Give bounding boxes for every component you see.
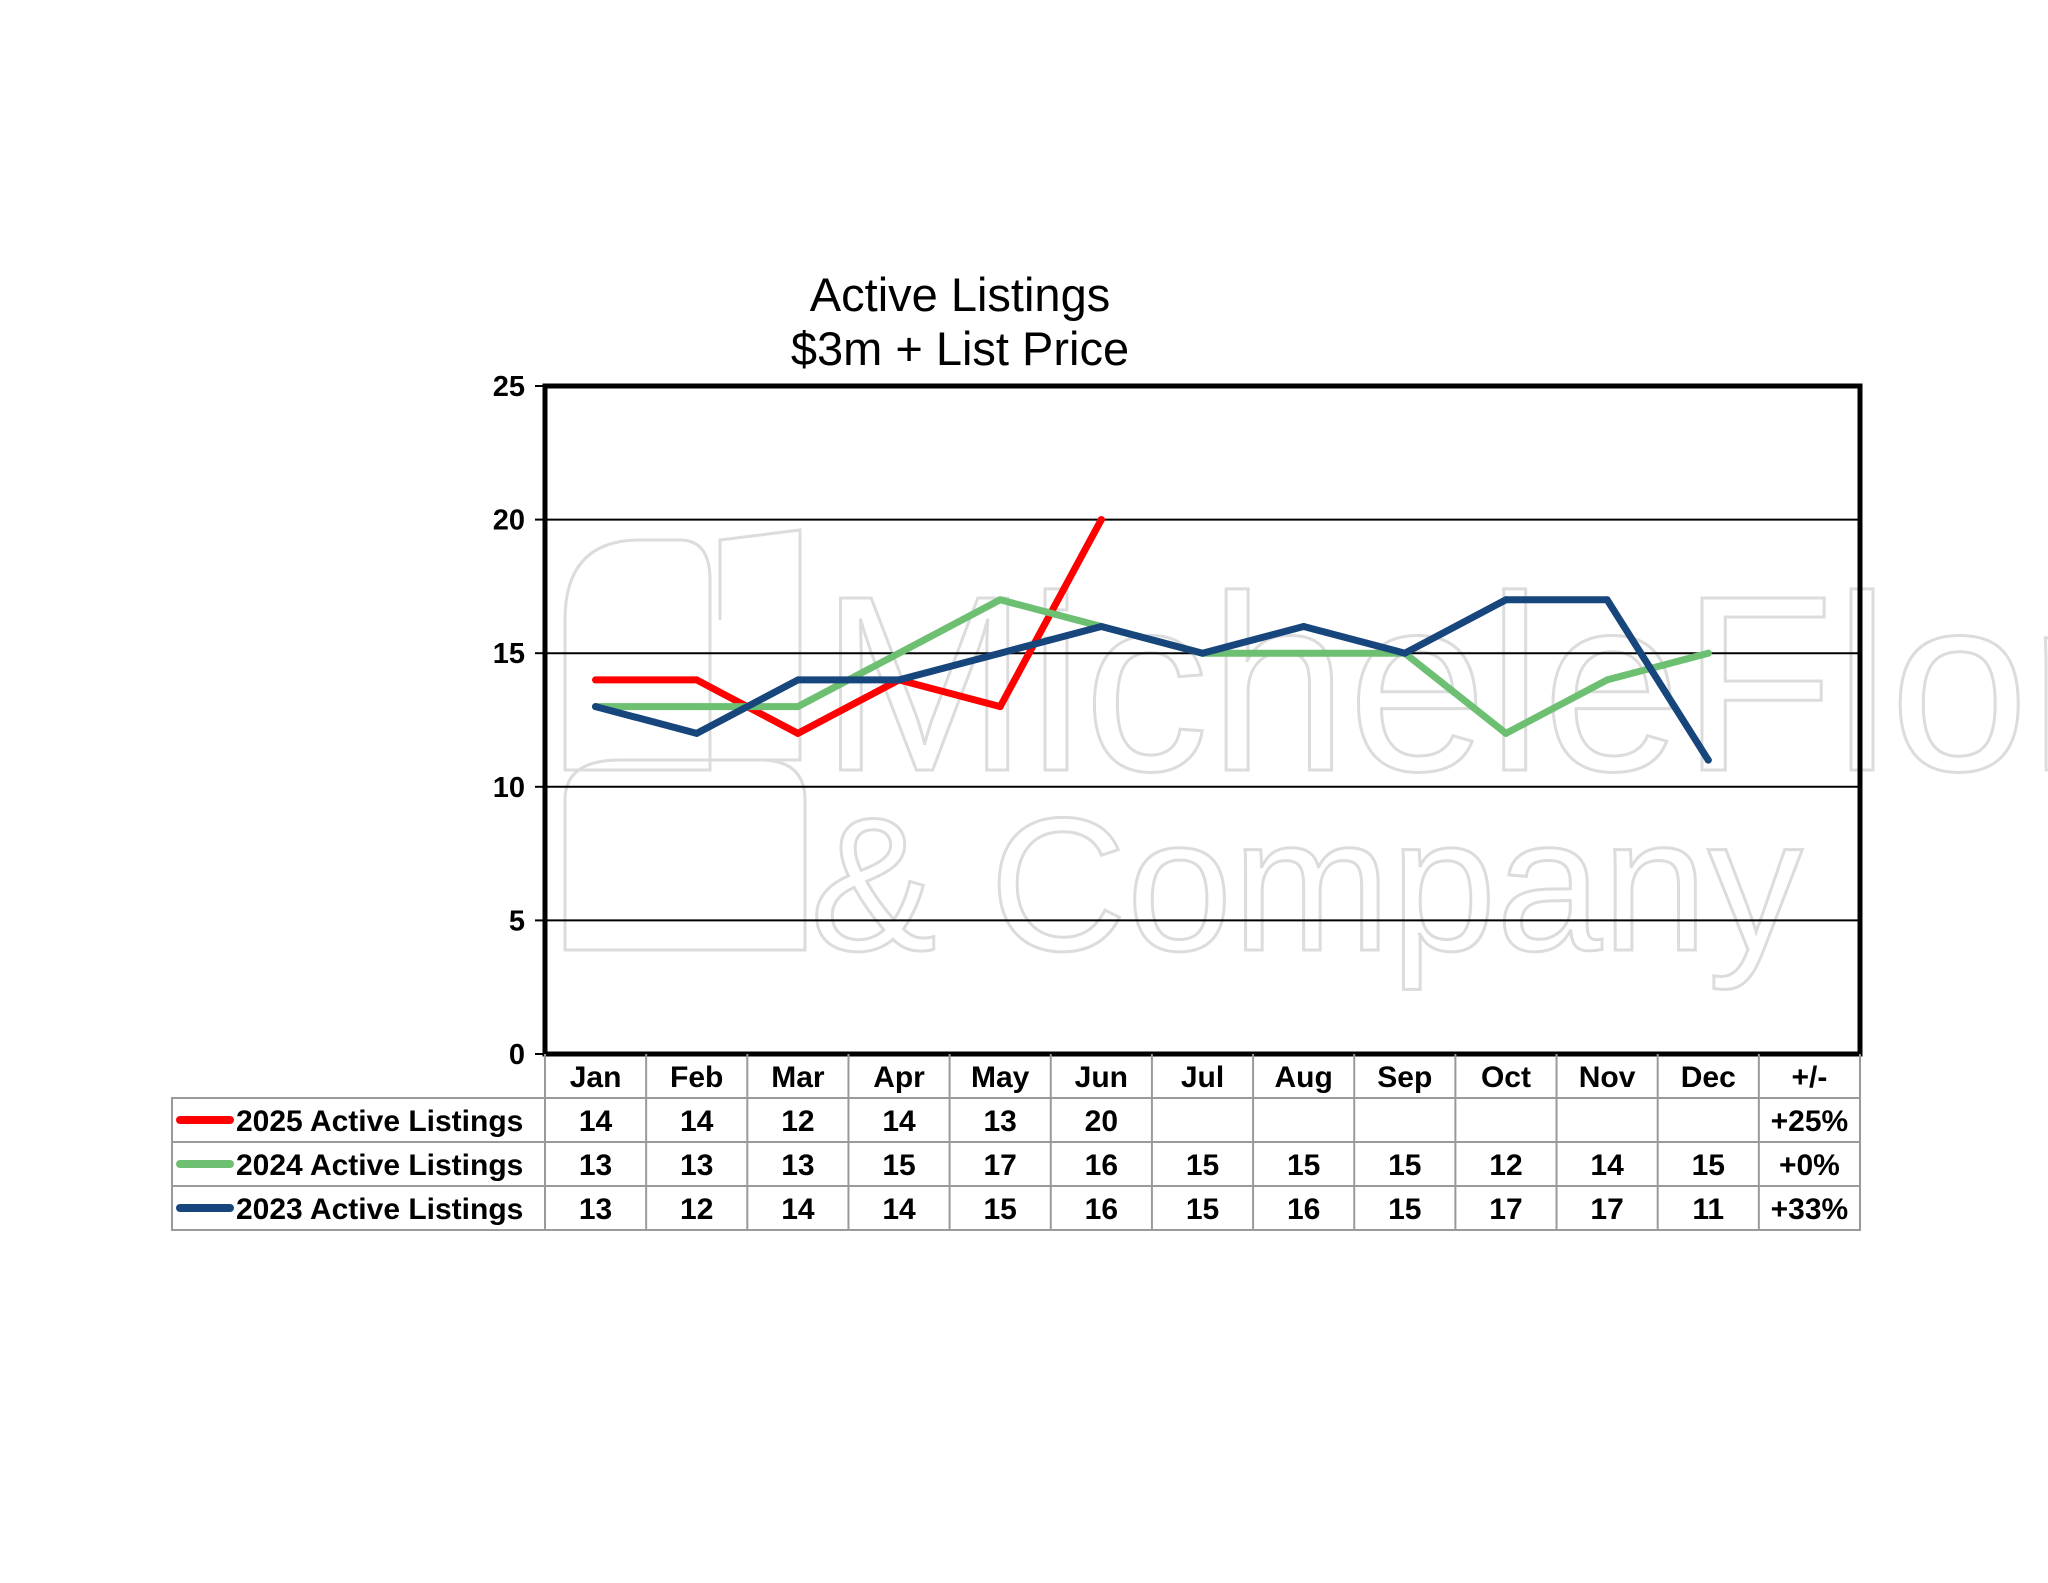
data-point [996, 596, 1004, 604]
data-point [1502, 729, 1510, 737]
x-tick-label: Apr [873, 1061, 925, 1094]
data-label: 14 [1590, 1149, 1624, 1182]
x-tick-label: Feb [670, 1061, 723, 1094]
data-point [895, 676, 903, 684]
data-label: 15 [1388, 1193, 1421, 1226]
data-point [895, 649, 903, 657]
change-value: +33% [1771, 1193, 1849, 1226]
series-3 [592, 596, 1712, 764]
data-point [794, 676, 802, 684]
data-point [1704, 756, 1712, 764]
data-table: Jan Feb Mar Apr May Jun Jul Aug Sep Oct Nov Dec +/- 2… [171, 1054, 1861, 1231]
y-tick-label: 25 [493, 371, 525, 403]
y-tick-label: 15 [493, 638, 525, 670]
data-label: 13 [781, 1149, 814, 1182]
data-label: 14 [680, 1105, 714, 1138]
data-label: 17 [1489, 1193, 1522, 1226]
data-point [693, 703, 701, 711]
data-point [1097, 516, 1105, 524]
data-label: 12 [1489, 1149, 1522, 1182]
data-point [592, 703, 600, 711]
data-label: 13 [984, 1105, 1017, 1138]
data-point [693, 676, 701, 684]
data-point [1300, 649, 1308, 657]
data-point [996, 703, 1004, 711]
legend-label: 2024 Active Listings [236, 1149, 523, 1182]
chart-title: Active Listings $3m + List Price [760, 268, 1160, 376]
data-label: 15 [1388, 1149, 1421, 1182]
x-tick-label: Jul [1181, 1061, 1224, 1094]
y-tick-label: 0 [509, 1039, 525, 1071]
change-value: +0% [1779, 1149, 1840, 1182]
watermark-text: & Company [810, 779, 1803, 991]
legend-label: 2025 Active Listings [236, 1105, 523, 1138]
x-tick-label: Sep [1377, 1061, 1432, 1094]
data-label: 15 [1186, 1149, 1219, 1182]
x-tick-label: Jun [1075, 1061, 1128, 1094]
data-point [1603, 676, 1611, 684]
data-point [794, 729, 802, 737]
table-row [171, 1185, 1861, 1231]
x-tick-label: Dec [1681, 1061, 1736, 1094]
x-tick-label: Jan [570, 1061, 622, 1094]
series-line [592, 596, 1712, 764]
series-lines [592, 516, 1712, 764]
data-label: 15 [1287, 1149, 1320, 1182]
data-point [1097, 622, 1105, 630]
data-label: 11 [1692, 1193, 1724, 1226]
y-axis: 0 5 10 15 20 25 [493, 371, 545, 1071]
data-label: 17 [1590, 1193, 1623, 1226]
x-tick-label: Nov [1579, 1061, 1636, 1094]
data-label: 16 [1085, 1149, 1118, 1182]
y-tick-label: 10 [493, 772, 525, 804]
x-tick-label: Mar [771, 1061, 825, 1094]
change-value: +25% [1771, 1105, 1849, 1138]
plot-frame [542, 383, 1863, 1057]
data-label: 16 [1085, 1193, 1118, 1226]
data-point [794, 703, 802, 711]
watermark-logo-icon [563, 528, 802, 772]
data-label: 15 [882, 1149, 915, 1182]
watermark-logo-icon [563, 758, 807, 952]
data-point [1704, 649, 1712, 657]
data-point [996, 649, 1004, 657]
y-tick-label: 5 [509, 905, 525, 937]
data-label: 12 [781, 1105, 814, 1138]
data-label: 15 [984, 1193, 1017, 1226]
x-tick-label: Aug [1274, 1061, 1332, 1094]
plot-border [542, 383, 1863, 1057]
series-line [592, 516, 1105, 737]
data-point [693, 729, 701, 737]
data-label: 14 [579, 1105, 613, 1138]
data-label: 15 [1692, 1149, 1725, 1182]
data-label: 20 [1085, 1105, 1118, 1138]
data-label: 17 [984, 1149, 1017, 1182]
x-tick-label: Oct [1481, 1061, 1531, 1094]
data-point [1199, 649, 1206, 657]
data-label: 13 [579, 1149, 612, 1182]
legend-label: 2023 Active Listings [236, 1193, 523, 1226]
data-point [1401, 649, 1409, 657]
y-tick-label: 20 [493, 505, 525, 537]
data-label: 15 [1186, 1193, 1219, 1226]
data-point [592, 676, 600, 684]
data-label: 14 [882, 1105, 916, 1138]
chart-subtitle: $3m + List Price [790, 322, 1130, 375]
data-label: 12 [680, 1193, 713, 1226]
data-point [1603, 596, 1611, 604]
data-label: 13 [579, 1193, 612, 1226]
data-label: 16 [1287, 1193, 1320, 1226]
change-column-header: +/- [1791, 1061, 1827, 1094]
x-tick-label: May [971, 1061, 1030, 1094]
data-point [1502, 596, 1510, 604]
data-label: 14 [781, 1193, 815, 1226]
data-point [1300, 622, 1308, 630]
chart-title-line1: Active Listings [809, 268, 1111, 321]
watermark-text: MicheleFlory [820, 544, 2048, 823]
data-label: 14 [882, 1193, 916, 1226]
company-watermark: MicheleFlory& Company [563, 528, 2048, 993]
data-label: 13 [680, 1149, 713, 1182]
